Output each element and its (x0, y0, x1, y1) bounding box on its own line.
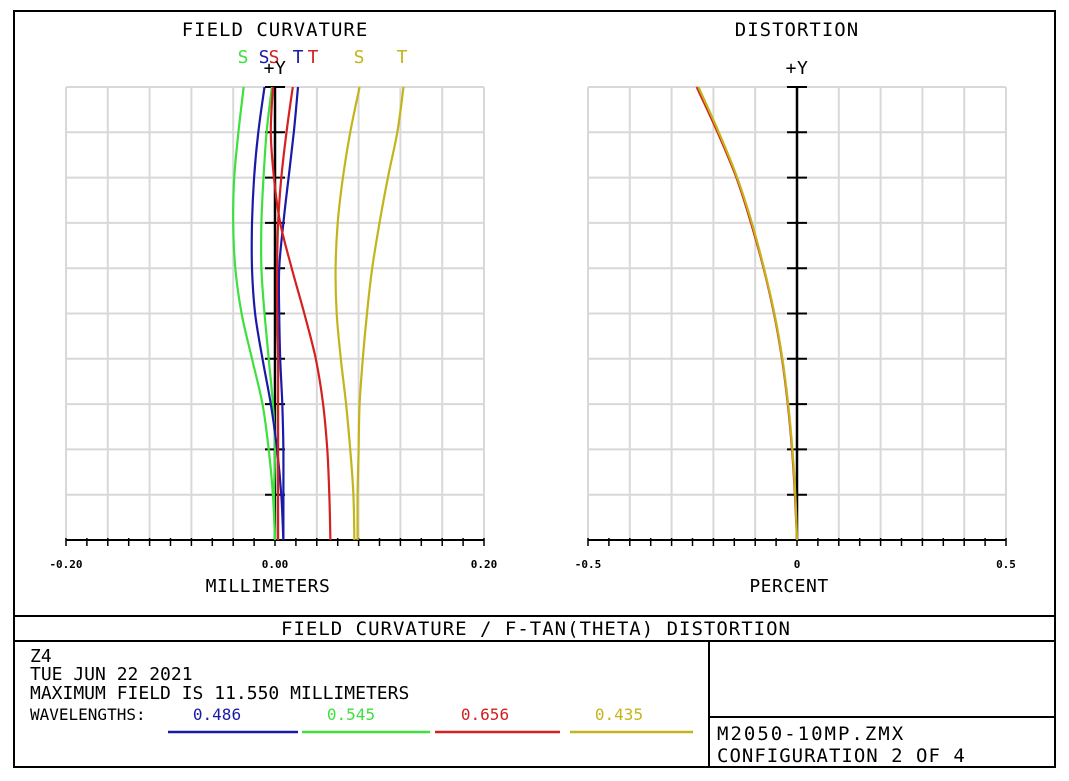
dist-x-axis-label: PERCENT (749, 576, 828, 597)
lens-id: Z4 (30, 646, 52, 667)
fc-series-curve-6 (334, 86, 361, 541)
fc-series-curve-7 (356, 86, 405, 541)
fc-legend-letter: S (269, 47, 280, 68)
plot-type-title: FIELD CURVATURE / F-TAN(THETA) DISTORTIO… (281, 618, 791, 640)
dist-series-curve-1 (697, 86, 799, 541)
fc-tick-label-min: -0.20 (49, 558, 82, 571)
fc-legend-letter: T (308, 47, 319, 68)
fc-series-curve-0 (232, 86, 277, 541)
fc-tick-label-zero: 0.00 (262, 558, 289, 571)
field-curvature-plot (65, 86, 485, 546)
fc-series-curve-4 (269, 86, 332, 541)
dist-tick-label-zero: 0 (794, 558, 801, 571)
fc-legend-letter: T (397, 47, 408, 68)
plot-frame (13, 10, 1056, 768)
dist-tick-label-min: -0.5 (575, 558, 602, 571)
distortion-plot (587, 86, 1007, 546)
dist-y-axis-label: +Y (786, 58, 809, 79)
configuration-text: CONFIGURATION 2 OF 4 (717, 745, 966, 767)
fc-y-axis-label: +Y (264, 58, 287, 79)
wavelength-legend: 0.486 0.545 0.656 0.435 (168, 705, 693, 734)
fc-legend-letter: S (259, 47, 270, 68)
fc-x-axis-label: MILLIMETERS (206, 576, 331, 597)
wavelength-value: 0.435 (595, 705, 643, 724)
wavelength-value: 0.486 (193, 705, 241, 724)
fc-tick-label-max: 0.20 (471, 558, 498, 571)
date-text: TUE JUN 22 2021 (30, 664, 193, 685)
wavelength-value: 0.656 (461, 705, 509, 724)
file-name: M2050-10MP.ZMX (717, 723, 905, 745)
fc-legend-letter: S (238, 47, 249, 68)
field-curvature-title: FIELD CURVATURE (182, 19, 369, 41)
max-field-text: MAXIMUM FIELD IS 11.550 MILLIMETERS (30, 683, 409, 704)
distortion-title: DISTORTION (735, 19, 859, 41)
dist-tick-label-max: 0.5 (996, 558, 1016, 571)
fc-series-curve-5 (275, 86, 294, 540)
wavelength-value: 0.545 (327, 705, 375, 724)
fc-series-curve-1 (260, 86, 277, 541)
fc-legend-letter: T (293, 47, 304, 68)
fc-series-curve-3 (277, 86, 300, 540)
fc-legend-letter: S (354, 47, 365, 68)
wavelengths-label: WAVELENGTHS: (30, 705, 146, 724)
